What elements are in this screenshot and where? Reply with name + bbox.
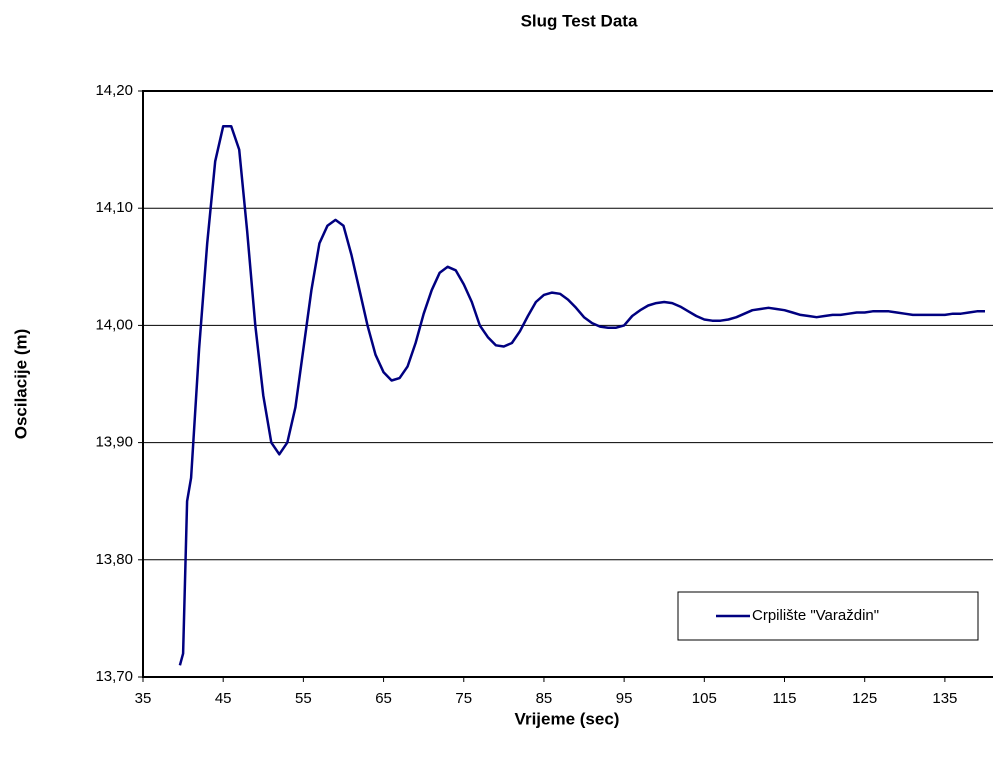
x-tick-label: 45	[215, 690, 232, 707]
x-tick-label: 65	[375, 690, 392, 707]
x-tick-label: 35	[135, 690, 152, 707]
y-axis-label: Oscilacije (m)	[11, 329, 30, 440]
y-tick-label: 13,80	[95, 551, 133, 568]
x-tick-label: 95	[616, 690, 633, 707]
y-tick-label: 14,20	[95, 82, 133, 99]
data-line	[178, 124, 985, 666]
x-tick-label: 75	[455, 690, 472, 707]
y-tick-label: 14,00	[95, 316, 133, 333]
x-tick-label: 135	[932, 690, 957, 707]
y-tick-label: 13,70	[95, 668, 133, 685]
x-tick-label: 55	[295, 690, 312, 707]
chart-title: Slug Test Data	[521, 11, 638, 30]
x-tick-label: 105	[692, 690, 717, 707]
x-axis-label: Vrijeme (sec)	[515, 709, 620, 728]
plot-frame	[142, 90, 993, 678]
x-tick-label: 115	[773, 690, 797, 707]
y-tick-label: 14,10	[95, 199, 133, 216]
x-tick-label: 85	[536, 690, 553, 707]
legend-label: Crpilište "Varaždin"	[752, 607, 879, 624]
x-tick-label: 125	[852, 690, 877, 707]
y-tick-label: 13,90	[95, 434, 133, 451]
